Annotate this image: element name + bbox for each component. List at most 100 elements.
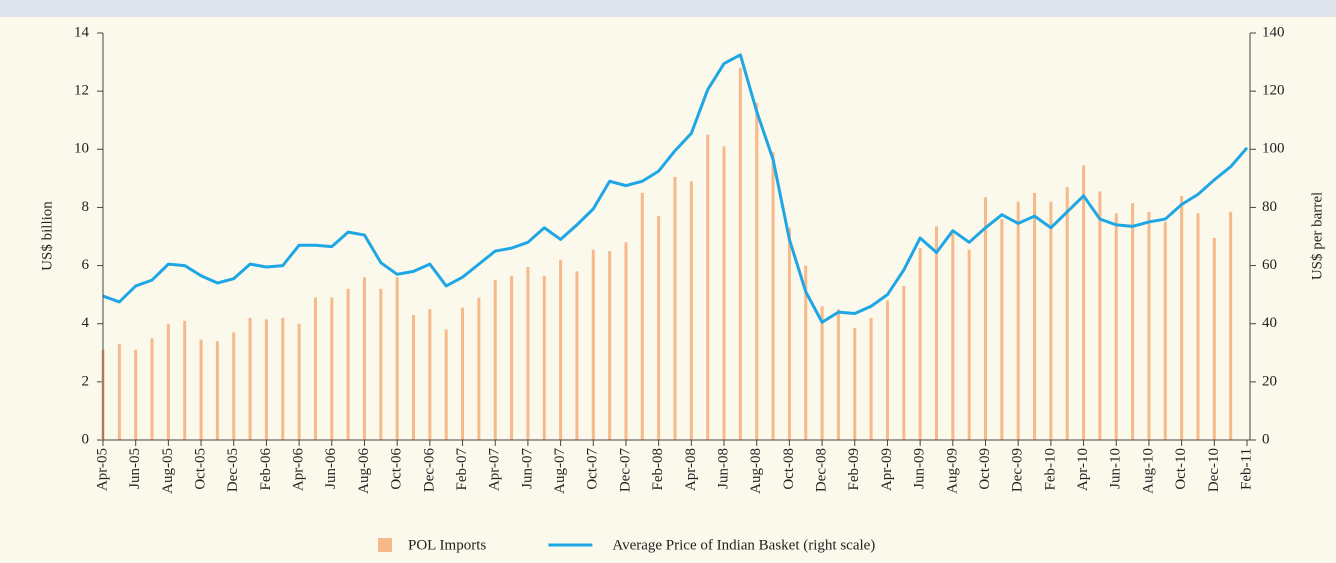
bar bbox=[673, 176, 677, 440]
bar bbox=[379, 288, 383, 440]
x-tick-label: Apr-06 bbox=[291, 448, 307, 492]
y2-tick-label: 140 bbox=[1262, 24, 1285, 40]
bar bbox=[951, 233, 955, 440]
bar bbox=[297, 323, 301, 440]
bar bbox=[477, 297, 481, 440]
bar bbox=[869, 317, 873, 440]
y2-tick-label: 100 bbox=[1262, 141, 1285, 157]
x-tick-label: Jun-07 bbox=[519, 448, 535, 489]
bar bbox=[134, 349, 138, 440]
x-tick-label: Dec-09 bbox=[1010, 448, 1026, 492]
x-tick-label: Dec-08 bbox=[814, 448, 830, 492]
bar bbox=[395, 277, 399, 440]
y-tick-label: 2 bbox=[82, 373, 90, 389]
x-tick-label: Dec-05 bbox=[225, 448, 241, 492]
bar bbox=[428, 309, 432, 440]
legend-label: Average Price of Indian Basket (right sc… bbox=[612, 537, 875, 553]
bar bbox=[199, 339, 203, 440]
x-tick-label: Oct-08 bbox=[781, 448, 797, 490]
bar bbox=[934, 226, 938, 440]
y-tick-label: 14 bbox=[74, 24, 90, 40]
bar bbox=[559, 259, 563, 440]
y-tick-label: 6 bbox=[82, 257, 90, 273]
bar bbox=[1147, 211, 1151, 440]
x-tick-label: Oct-06 bbox=[389, 448, 405, 490]
bar bbox=[640, 192, 644, 440]
bar bbox=[689, 181, 693, 440]
x-tick-label: Feb-06 bbox=[258, 448, 274, 491]
bar bbox=[575, 271, 579, 440]
x-tick-label: Apr-07 bbox=[487, 448, 503, 492]
header-band bbox=[0, 0, 1336, 17]
bar bbox=[591, 249, 595, 440]
y-tick-label: 10 bbox=[74, 141, 89, 157]
x-tick-label: Apr-10 bbox=[1075, 448, 1091, 491]
x-tick-label: Jun-08 bbox=[715, 448, 731, 489]
y2-tick-label: 120 bbox=[1262, 83, 1285, 99]
bar bbox=[330, 297, 334, 440]
bar bbox=[281, 317, 285, 440]
y2-tick-label: 40 bbox=[1262, 315, 1277, 331]
x-tick-label: Apr-08 bbox=[683, 448, 699, 491]
x-tick-label: Feb-08 bbox=[650, 448, 666, 491]
bar bbox=[1082, 165, 1086, 440]
bar bbox=[1000, 219, 1004, 440]
bar bbox=[510, 275, 514, 440]
y2-tick-label: 20 bbox=[1262, 373, 1277, 389]
bar bbox=[215, 341, 219, 440]
x-tick-label: Aug-07 bbox=[552, 448, 568, 494]
y2-tick-label: 80 bbox=[1262, 199, 1277, 215]
bar bbox=[1114, 213, 1118, 440]
y-axis-label: US$ billion bbox=[39, 201, 55, 271]
bar bbox=[1196, 213, 1200, 440]
y-tick-label: 12 bbox=[74, 83, 89, 99]
x-tick-label: Oct-09 bbox=[977, 448, 993, 490]
bar bbox=[346, 288, 350, 440]
bar bbox=[264, 319, 268, 440]
bar bbox=[657, 216, 661, 440]
x-tick-label: Dec-10 bbox=[1206, 448, 1222, 492]
bar bbox=[918, 248, 922, 440]
bar bbox=[1016, 201, 1020, 440]
bar bbox=[1065, 187, 1069, 440]
y-tick-label: 0 bbox=[82, 431, 90, 447]
bar bbox=[967, 249, 971, 440]
bar bbox=[248, 317, 252, 440]
bar bbox=[624, 242, 628, 440]
bar bbox=[232, 332, 236, 440]
bar bbox=[1098, 191, 1102, 440]
x-tick-label: Dec-06 bbox=[421, 448, 437, 493]
bar bbox=[608, 251, 612, 440]
x-tick-label: Jun-10 bbox=[1108, 448, 1124, 489]
bar bbox=[1033, 192, 1037, 440]
x-tick-label: Feb-10 bbox=[1042, 448, 1058, 491]
x-tick-label: Oct-07 bbox=[585, 448, 601, 490]
bar bbox=[117, 344, 121, 440]
bar bbox=[787, 227, 791, 440]
x-tick-label: Aug-06 bbox=[356, 448, 372, 494]
bar bbox=[150, 338, 154, 440]
x-tick-label: Aug-09 bbox=[944, 448, 960, 494]
bar bbox=[526, 267, 530, 440]
x-tick-label: Feb-11 bbox=[1238, 448, 1254, 490]
x-tick-label: Jun-06 bbox=[323, 448, 339, 489]
bar bbox=[755, 102, 759, 441]
x-tick-label: Apr-09 bbox=[879, 448, 895, 491]
x-tick-label: Aug-10 bbox=[1140, 448, 1156, 494]
bar bbox=[1163, 221, 1167, 440]
bar bbox=[1212, 237, 1216, 440]
line bbox=[102, 53, 1249, 324]
bar bbox=[1049, 201, 1053, 440]
bar bbox=[313, 297, 317, 440]
legend-label: POL Imports bbox=[408, 537, 486, 553]
bar bbox=[1229, 211, 1233, 440]
y-tick-label: 8 bbox=[82, 199, 90, 215]
x-tick-label: Aug-05 bbox=[160, 448, 176, 494]
bar bbox=[542, 275, 546, 440]
bar bbox=[1131, 203, 1135, 440]
x-tick-label: Apr-05 bbox=[94, 448, 110, 491]
bar bbox=[836, 309, 840, 440]
bar bbox=[804, 265, 808, 440]
x-tick-label: Feb-09 bbox=[846, 448, 862, 491]
